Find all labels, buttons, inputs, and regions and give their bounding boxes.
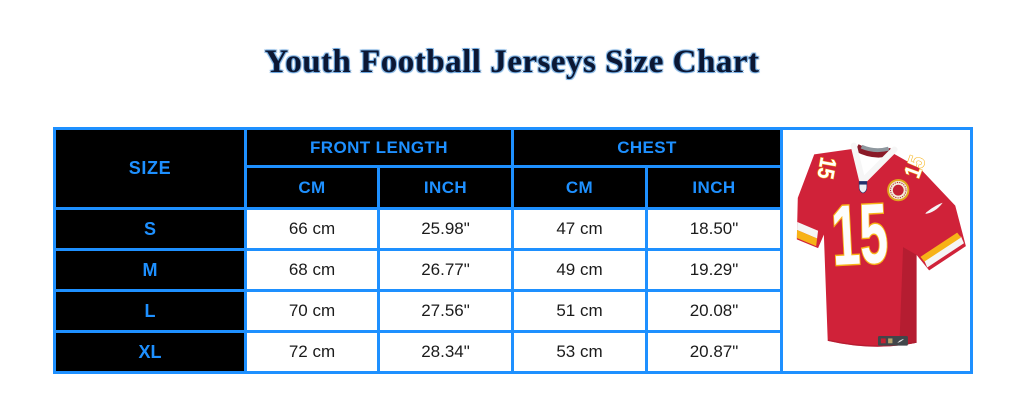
jock-tag [877,336,908,346]
xl-front-length-inch: 28.34" [377,330,514,374]
table-row-s: S 66 cm 25.98" 47 cm 18.50" [53,207,972,251]
chest-number: 15 [829,186,890,284]
jersey-illustration: 15 15 15 [796,142,966,347]
m-chest-inch: 19.29" [645,248,783,292]
right-sleeve-white-stripe [923,236,964,268]
m-front-length-cm: 68 cm [244,248,380,292]
size-column-header: SIZE [53,127,247,210]
chest-header: CHEST [511,127,783,168]
size-label-l: L [53,289,247,333]
left-shoulder-number: 15 [812,155,841,181]
jersey-body [796,148,966,347]
l-front-length-cm: 70 cm [244,289,380,333]
table-row-xl: XL 72 cm 28.34" 53 cm 20.87" [53,330,972,374]
size-label-m: M [53,248,247,292]
xl-chest-cm: 53 cm [511,330,648,374]
s-chest-inch: 18.50" [645,207,783,251]
swoosh-icon [924,202,943,214]
xl-front-length-cm: 72 cm [244,330,380,374]
chest-cm-header: CM [511,165,648,210]
team-patch-icon [886,179,909,202]
front-length-inch-header: INCH [377,165,514,210]
header-row-units: CM INCH CM INCH [55,165,972,210]
collar-tape [860,144,889,153]
l-chest-inch: 20.08" [645,289,783,333]
table-row-m: M 68 cm 26.77" 49 cm 19.29" [53,248,972,292]
header-row-groups: SIZE FRONT LENGTH CHEST [53,127,973,374]
page-title: Youth Football Jerseys Size Chart [264,44,760,80]
table-row-l: L 70 cm 27.56" 51 cm 20.08" [53,289,972,333]
l-chest-cm: 51 cm [511,289,648,333]
size-label-xl: XL [53,330,247,374]
xl-chest-inch: 20.87" [645,330,783,374]
jersey-side-panel [898,247,917,347]
s-front-length-inch: 25.98" [377,207,514,251]
left-sleeve-white-stripe [796,220,818,239]
l-front-length-inch: 27.56" [377,289,514,333]
nfl-shield-icon [858,181,867,194]
s-front-length-cm: 66 cm [244,207,380,251]
m-chest-cm: 49 cm [511,248,648,292]
jersey-image-cell: 15 15 15 [780,127,973,374]
front-length-cm-header: CM [244,165,380,210]
s-chest-cm: 47 cm [511,207,648,251]
size-label-s: S [53,207,247,251]
chest-inch-header: INCH [645,165,783,210]
right-sleeve-gold-stripe [919,232,961,262]
front-length-header: FRONT LENGTH [244,127,514,168]
left-sleeve-gold-stripe [796,227,817,247]
m-front-length-inch: 26.77" [377,248,514,292]
size-chart-table: SIZE FRONT LENGTH CHEST [53,127,973,374]
